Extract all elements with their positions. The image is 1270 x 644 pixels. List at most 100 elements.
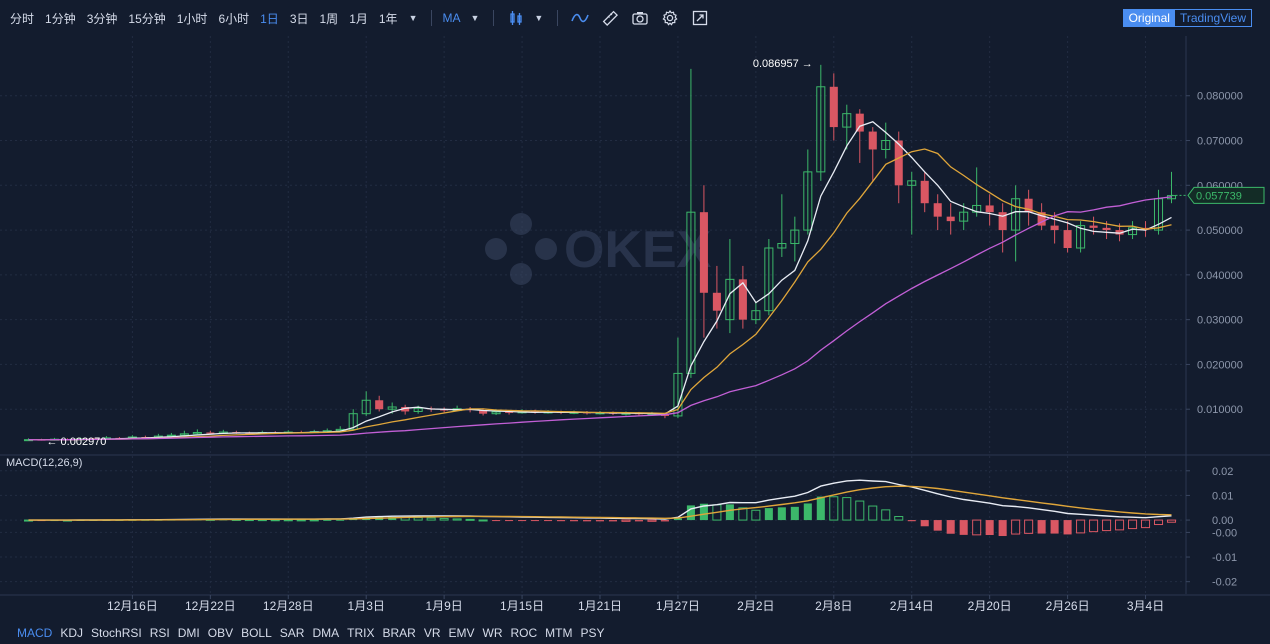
interval-9[interactable]: 1月 bbox=[349, 11, 368, 26]
interval-5[interactable]: 6小时 bbox=[218, 11, 250, 26]
candle bbox=[933, 194, 942, 231]
candle bbox=[998, 203, 1007, 253]
candle bbox=[842, 104, 852, 150]
candle bbox=[959, 203, 969, 231]
macd-bar bbox=[569, 520, 579, 522]
macd-title: MACD(12,26,9) bbox=[6, 457, 82, 469]
macd-bar bbox=[1166, 519, 1177, 523]
tradingview-button[interactable]: TradingView bbox=[1179, 11, 1246, 25]
indicator-tab-psy[interactable]: PSY bbox=[580, 626, 605, 640]
interval-0[interactable]: 分时 bbox=[10, 11, 35, 26]
indicator-tab-brar[interactable]: BRAR bbox=[382, 626, 416, 640]
interval-7[interactable]: 3日 bbox=[289, 11, 309, 26]
drawing-ruler-icon[interactable] bbox=[598, 6, 622, 30]
time-tick-label: 1月9日 bbox=[425, 599, 462, 613]
macd-bar bbox=[855, 500, 865, 521]
macd-bar bbox=[1076, 519, 1086, 534]
macd-bar bbox=[881, 509, 891, 521]
macd-bar bbox=[531, 520, 540, 522]
candle-type-dropdown-icon[interactable]: ▼ bbox=[534, 13, 544, 23]
candle bbox=[1166, 171, 1177, 204]
current-price-tag bbox=[1187, 186, 1265, 204]
time-tick-label: 2月26日 bbox=[1046, 599, 1090, 613]
low-price-label: ← 0.002970 bbox=[46, 436, 106, 448]
indicator-line-icon[interactable] bbox=[568, 6, 592, 30]
time-tick-label: 12月16日 bbox=[107, 599, 158, 613]
macd-bar bbox=[972, 519, 982, 536]
indicator-tab-obv[interactable]: OBV bbox=[207, 626, 234, 640]
indicator-tab-boll[interactable]: BOLL bbox=[241, 626, 272, 640]
interval-8[interactable]: 1周 bbox=[319, 11, 339, 26]
candle bbox=[803, 149, 813, 235]
candle bbox=[686, 68, 696, 378]
camera-icon[interactable] bbox=[628, 6, 652, 30]
time-tick-label: 1月15日 bbox=[500, 599, 544, 613]
indicator-tab-dmi[interactable]: DMI bbox=[177, 626, 200, 640]
indicator-tab-vr[interactable]: VR bbox=[423, 626, 441, 640]
macd-bar bbox=[1102, 519, 1112, 532]
candle bbox=[881, 122, 891, 159]
macd-bar bbox=[751, 509, 761, 521]
macd-bar bbox=[309, 519, 319, 522]
indicator-tab-rsi[interactable]: RSI bbox=[149, 626, 170, 640]
indicator-tab-roc[interactable]: ROC bbox=[510, 626, 538, 640]
macd-bar bbox=[699, 503, 708, 521]
indicator-tab-kdj[interactable]: KDJ bbox=[60, 626, 84, 640]
settings-gear-icon[interactable] bbox=[658, 6, 682, 30]
interval-3[interactable]: 15分钟 bbox=[128, 11, 166, 26]
candle bbox=[829, 73, 838, 141]
original-view-button[interactable]: Original bbox=[1123, 10, 1175, 26]
price-chart-svg[interactable]: OKEX 0.0800000.0700000.0600000.0500000.0… bbox=[0, 36, 1270, 620]
macd-bar bbox=[985, 520, 994, 536]
macd-bar bbox=[296, 519, 306, 522]
indicator-tab-macd[interactable]: MACD bbox=[17, 626, 53, 640]
macd-bar bbox=[842, 497, 852, 521]
macd-bar bbox=[920, 520, 929, 527]
price-tick-label: 0.020000 bbox=[1197, 359, 1243, 371]
candle bbox=[946, 203, 955, 235]
price-tick-label: 0.030000 bbox=[1197, 315, 1243, 327]
candle bbox=[192, 429, 202, 435]
time-tick-label: 12月28日 bbox=[263, 599, 314, 613]
time-tick-label: 3月4日 bbox=[1127, 599, 1164, 613]
macd-bar bbox=[959, 520, 968, 535]
macd-bar bbox=[1115, 519, 1125, 531]
interval-2[interactable]: 3分钟 bbox=[86, 11, 118, 26]
indicator-tab-mtm[interactable]: MTM bbox=[545, 626, 573, 640]
candle bbox=[179, 430, 189, 436]
time-tick-label: 1月27日 bbox=[656, 599, 700, 613]
chart-area[interactable]: OKEX 0.080000 0.070000 0.060000 0.050000 0.0… bbox=[0, 36, 1270, 620]
indicator-tab-sar[interactable]: SAR bbox=[279, 626, 305, 640]
ma10-line bbox=[28, 148, 1172, 441]
indicator-tab-stochrsi[interactable]: StochRSI bbox=[91, 626, 142, 640]
macd-tick-label: 0.02 bbox=[1212, 466, 1233, 478]
indicator-tab-wr[interactable]: WR bbox=[482, 626, 503, 640]
indicator-tab-dma[interactable]: DMA bbox=[312, 626, 340, 640]
interval-1[interactable]: 1分钟 bbox=[45, 11, 76, 26]
indicator-tab-emv[interactable]: EMV bbox=[448, 626, 475, 640]
candle-type-icon[interactable] bbox=[504, 6, 528, 30]
time-tick-label: 2月14日 bbox=[890, 599, 934, 613]
indicator-dropdown-icon[interactable]: ▼ bbox=[470, 13, 480, 23]
candle bbox=[764, 239, 774, 316]
high-price-label: 0.086957 → bbox=[753, 58, 813, 70]
fullscreen-icon[interactable] bbox=[688, 6, 712, 30]
candle bbox=[1024, 189, 1033, 226]
macd-bar bbox=[1011, 519, 1021, 535]
interval-10[interactable]: 1年 bbox=[378, 11, 398, 26]
view-switch: Original TradingView bbox=[1122, 9, 1252, 27]
candle bbox=[699, 185, 708, 338]
macd-bar bbox=[544, 520, 553, 522]
macd-bar bbox=[426, 517, 436, 521]
macd-bar bbox=[868, 505, 878, 521]
interval-6[interactable]: 1日 bbox=[260, 11, 279, 26]
macd-bar bbox=[1050, 520, 1059, 534]
interval-4[interactable]: 1小时 bbox=[176, 11, 208, 26]
indicator-ma-button[interactable]: MA bbox=[442, 11, 461, 25]
interval-dropdown-icon[interactable]: ▼ bbox=[408, 13, 418, 23]
toolbar-divider bbox=[557, 10, 559, 26]
okex-watermark: OKEX bbox=[485, 213, 712, 285]
macd-bar bbox=[790, 506, 799, 521]
indicator-tab-trix[interactable]: TRIX bbox=[347, 626, 375, 640]
candle bbox=[738, 265, 747, 329]
